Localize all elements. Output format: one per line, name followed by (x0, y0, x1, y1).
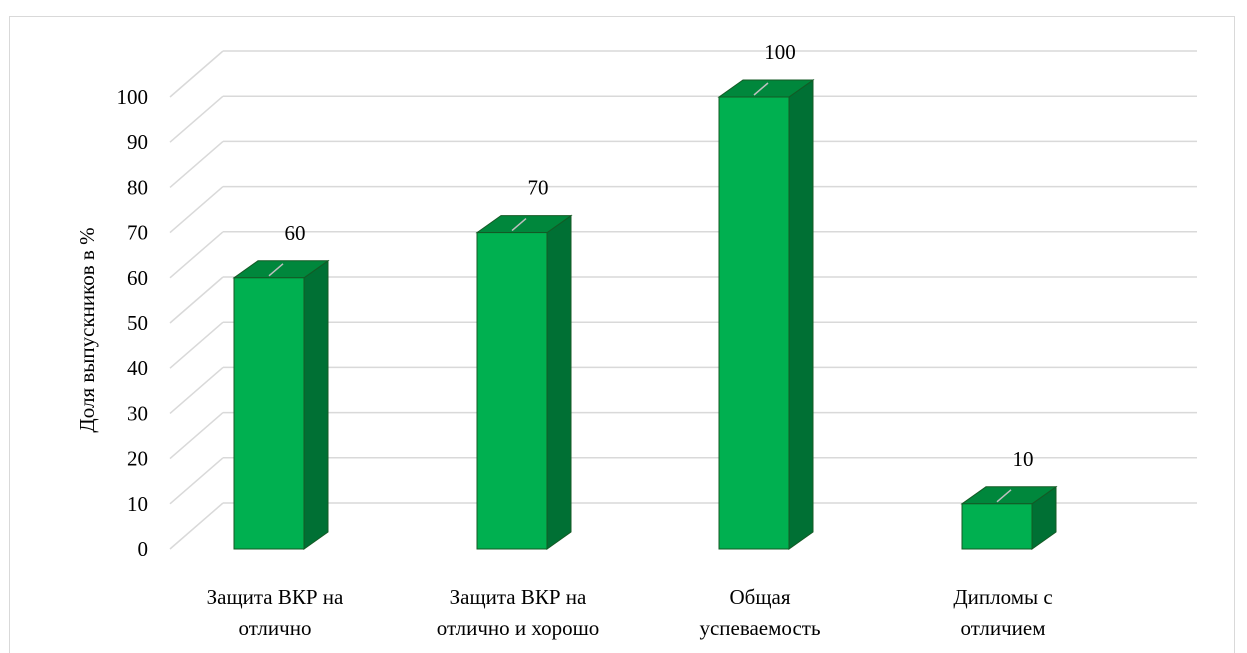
bar (232, 259, 330, 550)
bar-side (303, 259, 329, 550)
y-tick-label: 100 (117, 85, 149, 109)
gridline-diagonal (169, 186, 224, 234)
bar (717, 79, 815, 550)
data-label-leader (511, 218, 527, 232)
gridline-diagonal (169, 95, 224, 143)
y-tick-label: 80 (127, 175, 148, 199)
y-tick-label: 20 (127, 447, 148, 471)
category-label: Защита ВКР на (207, 585, 344, 609)
grid-layer (169, 50, 1197, 550)
y-tick-label: 40 (127, 356, 148, 380)
gridline-diagonal (169, 50, 224, 98)
chart-frame (9, 16, 1235, 653)
bar-front (718, 96, 790, 550)
bar-front (961, 503, 1033, 550)
category-label: успеваемость (699, 616, 820, 640)
y-tick-label: 70 (127, 221, 148, 245)
bar-side (546, 214, 572, 550)
gridline-diagonal (169, 140, 224, 188)
bar (475, 214, 573, 550)
bars (232, 79, 1058, 550)
data-labels: 60 70 100 10 (268, 40, 1034, 503)
category-label: отличием (960, 616, 1045, 640)
gridline-diagonal (169, 231, 224, 279)
category-label: отлично (239, 616, 312, 640)
gridline-diagonal (169, 276, 224, 324)
y-tick-label: 60 (127, 266, 148, 290)
y-tick-label: 30 (127, 401, 148, 425)
category-labels: Защита ВКР на отлично Защита ВКР на отлично… (207, 585, 1053, 640)
category-label: Защита ВКР на (450, 585, 587, 609)
data-label-leader (996, 489, 1012, 503)
y-tick-label: 50 (127, 311, 148, 335)
bar-side (788, 79, 814, 550)
y-tick-labels: 0 10 20 30 40 50 60 70 80 90 100 (117, 85, 149, 561)
gridline-diagonal (169, 412, 224, 460)
category-label: отлично и хорошо (437, 616, 600, 640)
data-label-leader (268, 263, 284, 277)
y-axis-title: Доля выпускников в % (75, 227, 99, 432)
y-tick-label: 10 (127, 492, 148, 516)
data-label-leader (753, 82, 769, 96)
data-label: 60 (285, 221, 306, 245)
data-label: 10 (1013, 447, 1034, 471)
bar-front (233, 277, 305, 550)
bar (960, 485, 1058, 550)
data-label: 100 (764, 40, 796, 64)
gridline-diagonal (169, 502, 224, 550)
category-label: Общая (729, 585, 790, 609)
bar-front (476, 232, 548, 550)
category-label: Дипломы с (953, 585, 1052, 609)
data-label: 70 (528, 176, 549, 200)
gridline-diagonal (169, 366, 224, 414)
y-tick-label: 0 (138, 537, 149, 561)
gridline-diagonal (169, 321, 224, 369)
y-tick-label: 90 (127, 130, 148, 154)
gridline-diagonal (169, 457, 224, 505)
